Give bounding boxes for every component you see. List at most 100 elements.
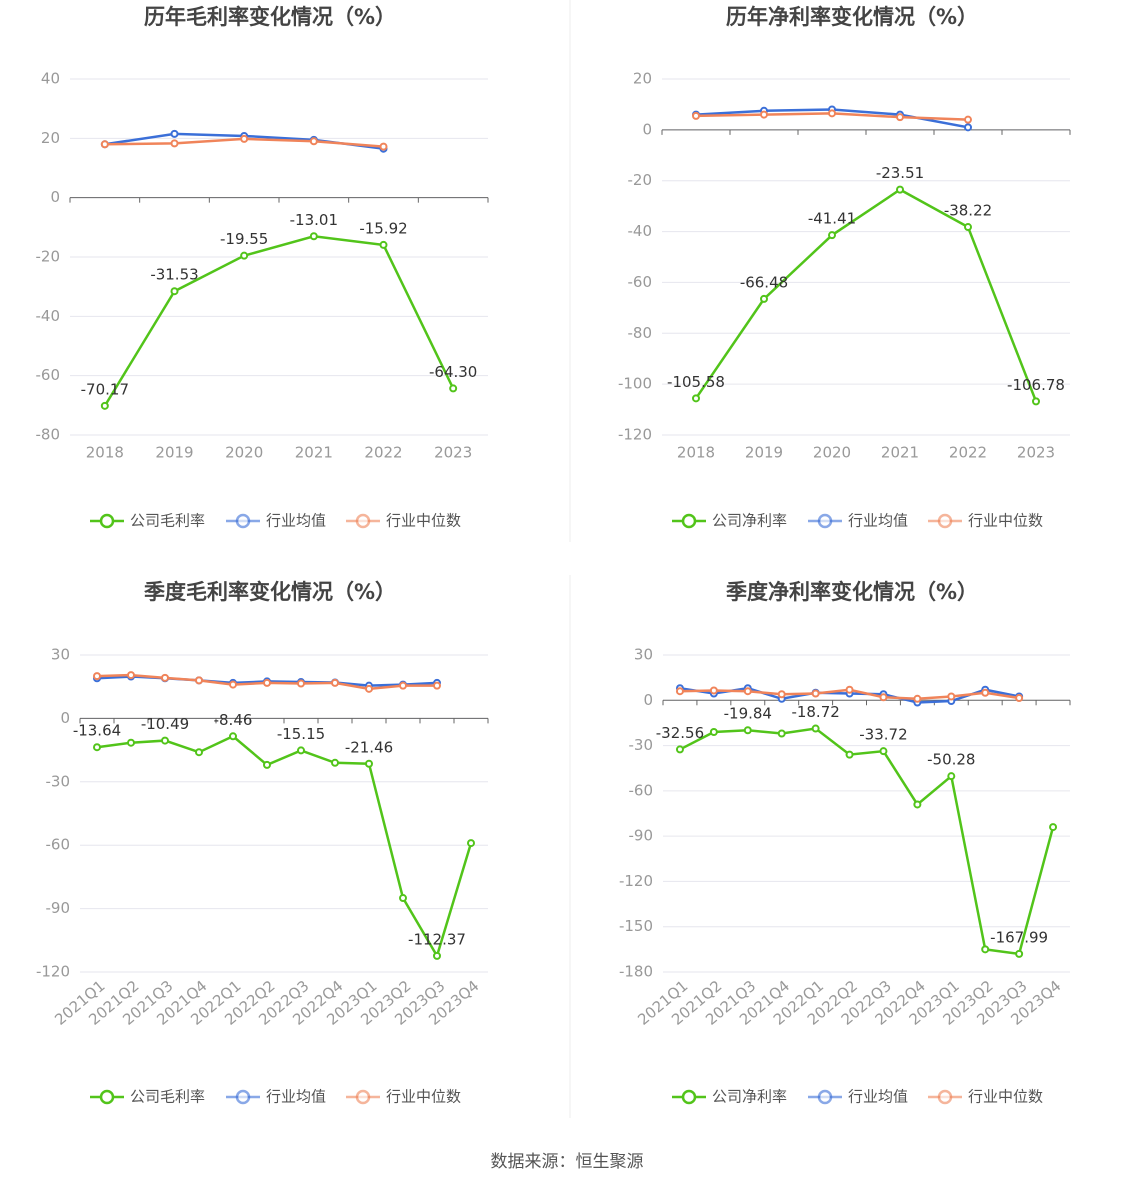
data-point bbox=[100, 140, 109, 149]
legend-label: 行业中位数 bbox=[386, 512, 461, 530]
chart-title: 历年净利率变化情况（%） bbox=[726, 5, 978, 29]
y-tick-label: -60 bbox=[36, 366, 61, 384]
data-label: -167.99 bbox=[990, 928, 1048, 946]
data-point bbox=[743, 726, 752, 735]
source: 数据来源：恒生聚源 bbox=[491, 1152, 644, 1172]
y-tick-label: -60 bbox=[629, 781, 654, 799]
data-point bbox=[100, 401, 109, 410]
data-label: -13.64 bbox=[73, 722, 121, 740]
y-tick-label: 0 bbox=[60, 709, 70, 727]
data-label: -8.46 bbox=[214, 711, 253, 729]
y-tick-label: -40 bbox=[36, 307, 61, 325]
data-label: -13.01 bbox=[290, 211, 338, 229]
data-label: -105.58 bbox=[667, 373, 725, 391]
data-point bbox=[675, 687, 684, 696]
data-point bbox=[675, 745, 684, 754]
data-point bbox=[263, 760, 271, 769]
series-line bbox=[96, 734, 473, 959]
legend-swatch bbox=[681, 513, 697, 529]
chart-title: 季度毛利率变化情况（%） bbox=[144, 580, 396, 604]
data-label: -112.37 bbox=[408, 930, 466, 948]
data-point bbox=[467, 839, 475, 848]
data-point bbox=[896, 185, 904, 194]
chart: 季度净利率变化情况（%）-180-150-120-90-60-300302021… bbox=[619, 580, 1071, 1106]
x-tick-label: 2022 bbox=[364, 444, 402, 462]
data-point bbox=[127, 738, 135, 747]
data-point bbox=[913, 800, 922, 809]
data-point bbox=[170, 287, 179, 296]
data-point bbox=[161, 736, 169, 745]
data-point bbox=[692, 111, 700, 120]
data-point bbox=[93, 743, 101, 752]
y-tick-label: -150 bbox=[619, 917, 653, 935]
data-point bbox=[263, 678, 271, 687]
data-point bbox=[709, 727, 718, 736]
data-label: -15.15 bbox=[277, 725, 325, 743]
data-label: -66.48 bbox=[740, 273, 788, 291]
data-point bbox=[964, 123, 972, 132]
data-label: -18.72 bbox=[791, 703, 839, 721]
data-label: -33.72 bbox=[859, 726, 907, 744]
legend-swatch bbox=[355, 1089, 371, 1105]
data-point bbox=[845, 685, 854, 694]
data-point bbox=[760, 110, 768, 119]
chart: 季度毛利率变化情况（%）-120-90-60-300302021Q12021Q2… bbox=[36, 580, 489, 1106]
x-tick-label: 2021 bbox=[295, 444, 333, 462]
legend-label: 行业均值 bbox=[266, 1088, 326, 1106]
y-tick-label: 30 bbox=[634, 646, 653, 664]
legend-swatch bbox=[937, 1089, 953, 1105]
y-tick-label: -120 bbox=[618, 426, 652, 444]
data-point bbox=[709, 686, 718, 695]
data-point bbox=[365, 759, 373, 768]
legend-swatch bbox=[235, 1089, 251, 1105]
data-point bbox=[947, 692, 956, 701]
x-tick-label: 2019 bbox=[745, 444, 783, 462]
legend-label: 行业中位数 bbox=[968, 512, 1043, 530]
x-tick-label: 2023 bbox=[1017, 444, 1055, 462]
data-point bbox=[127, 671, 135, 680]
y-tick-label: -20 bbox=[36, 248, 61, 266]
data-label: -64.30 bbox=[429, 363, 477, 381]
data-point bbox=[1015, 949, 1024, 958]
x-tick-label: 2023 bbox=[434, 444, 472, 462]
data-point bbox=[170, 129, 179, 138]
data-point bbox=[170, 139, 179, 148]
data-point bbox=[964, 223, 972, 232]
data-point bbox=[845, 750, 854, 759]
data-point bbox=[297, 746, 305, 755]
data-point bbox=[828, 109, 836, 118]
data-point bbox=[229, 732, 237, 741]
data-point bbox=[879, 747, 888, 756]
y-tick-label: -90 bbox=[46, 899, 71, 917]
data-point bbox=[777, 729, 786, 738]
data-point bbox=[379, 240, 388, 249]
x-tick-label: 2022 bbox=[949, 444, 987, 462]
legend-swatch bbox=[817, 1089, 833, 1105]
y-tick-label: -30 bbox=[46, 772, 71, 790]
data-point bbox=[433, 951, 441, 960]
data-point bbox=[297, 679, 305, 688]
data-point bbox=[309, 232, 318, 241]
data-point bbox=[365, 684, 373, 693]
chart: 历年毛利率变化情况（%） -80 -60 -40 -20 0 20 40 2018 2019 202… bbox=[36, 5, 489, 530]
chart: 历年净利率变化情况（%） -120 -100 -80 -60 -40 -20 0 20 2018 2… bbox=[618, 5, 1071, 530]
data-point bbox=[240, 134, 249, 143]
x-tick-label: 2018 bbox=[86, 444, 124, 462]
data-label: -50.28 bbox=[927, 751, 975, 769]
data-point bbox=[240, 251, 249, 260]
data-label: -70.17 bbox=[81, 380, 129, 398]
data-point bbox=[331, 678, 339, 687]
data-point bbox=[913, 694, 922, 703]
legend-label: 行业均值 bbox=[848, 512, 908, 530]
data-point bbox=[399, 681, 407, 690]
y-tick-label: -120 bbox=[619, 872, 653, 890]
series-line bbox=[679, 727, 1055, 956]
y-tick-label: 0 bbox=[642, 120, 652, 138]
y-tick-label: 40 bbox=[41, 70, 60, 88]
data-label: -21.46 bbox=[345, 738, 393, 756]
legend-swatch bbox=[235, 513, 251, 529]
data-point bbox=[692, 394, 700, 403]
y-tick-label: -60 bbox=[628, 273, 653, 291]
data-label: -38.22 bbox=[944, 202, 992, 220]
data-point bbox=[811, 724, 820, 733]
